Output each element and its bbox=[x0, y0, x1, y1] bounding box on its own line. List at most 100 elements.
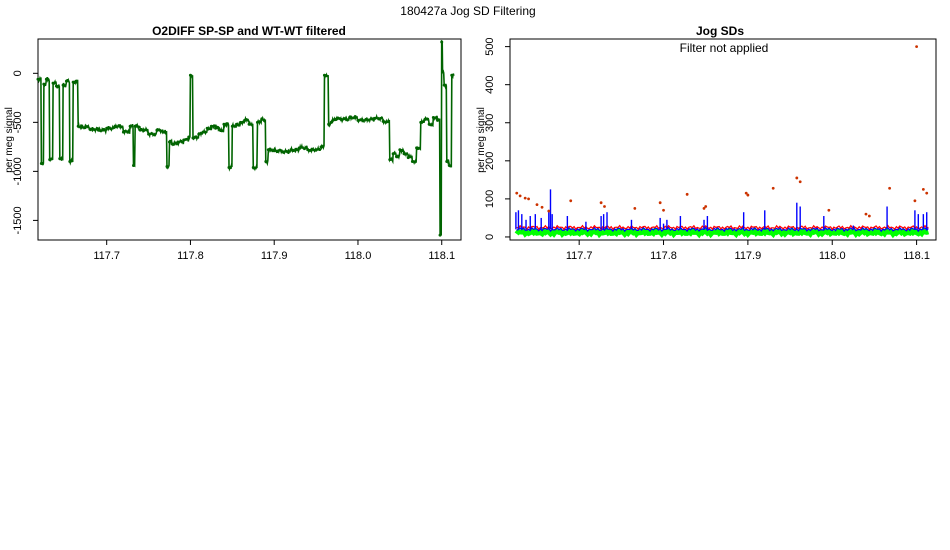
o2diff-point bbox=[191, 136, 195, 140]
right-y-tick-label: 400 bbox=[484, 76, 496, 94]
o2diff-point bbox=[319, 145, 323, 149]
jog-sd-outlier-point bbox=[827, 208, 831, 212]
o2diff-point bbox=[314, 148, 318, 152]
left-data-layer bbox=[36, 39, 455, 237]
jog-sd-outlier-point bbox=[599, 201, 603, 205]
o2diff-point bbox=[306, 148, 310, 152]
o2diff-point bbox=[289, 148, 293, 152]
figure-title: 180427a Jog SD Filtering bbox=[400, 4, 535, 18]
o2diff-point bbox=[431, 115, 435, 119]
o2diff-point bbox=[39, 162, 43, 166]
jog-sd-outlier-point bbox=[603, 205, 606, 208]
o2diff-point bbox=[436, 118, 440, 122]
right-annotation: Filter not applied bbox=[680, 41, 769, 55]
jog-sd-outlier-point bbox=[925, 191, 929, 195]
left-y-tick-label: -1000 bbox=[12, 157, 24, 185]
jog-sd-outlier-point bbox=[633, 207, 637, 210]
o2diff-point bbox=[131, 163, 135, 167]
right-y-tick-label: 200 bbox=[484, 152, 496, 170]
left-x-tick-label: 117.7 bbox=[93, 250, 120, 262]
o2diff-point bbox=[297, 146, 301, 150]
o2diff-point bbox=[58, 157, 62, 161]
jog-sd-outlier-point bbox=[515, 191, 519, 195]
o2diff-point bbox=[442, 83, 446, 87]
o2diff-point bbox=[423, 117, 427, 121]
right-y-axis-label: per meg signal bbox=[476, 107, 487, 173]
o2diff-point bbox=[406, 156, 410, 160]
o2diff-point bbox=[68, 160, 72, 164]
jog-sd-outlier-point bbox=[518, 194, 522, 198]
left-panel: O2DIFF SP-SP and WT-WT filtered per meg … bbox=[4, 24, 462, 262]
left-x-tick-label: 118.1 bbox=[428, 250, 455, 262]
o2diff-point bbox=[76, 124, 80, 128]
o2diff-point bbox=[398, 148, 402, 152]
o2diff-point bbox=[427, 122, 431, 126]
right-y-tick-label: 500 bbox=[484, 37, 496, 55]
o2diff-point bbox=[176, 140, 180, 144]
o2diff-point bbox=[88, 127, 92, 131]
o2diff-point bbox=[335, 116, 339, 120]
o2diff-point bbox=[410, 160, 414, 164]
o2diff-point bbox=[96, 128, 100, 132]
left-x-tick-label: 117.9 bbox=[261, 250, 288, 262]
left-y-axis-label: per meg signal bbox=[4, 107, 15, 173]
o2diff-point bbox=[415, 146, 419, 150]
o2diff-point bbox=[51, 81, 55, 85]
jog-baseline-series bbox=[514, 226, 930, 239]
o2diff-point bbox=[331, 118, 335, 122]
o2diff-point bbox=[147, 132, 151, 136]
o2diff-point bbox=[170, 142, 174, 146]
jog-sd-outlier-point bbox=[540, 205, 544, 209]
o2diff-point bbox=[266, 148, 270, 152]
o2diff-point bbox=[155, 128, 159, 132]
o2diff-point bbox=[329, 120, 333, 124]
o2diff-point bbox=[260, 117, 264, 121]
o2diff-point bbox=[441, 69, 445, 73]
o2diff-point bbox=[339, 117, 343, 121]
o2diff-point bbox=[227, 165, 231, 169]
right-y-tick-label: 100 bbox=[484, 190, 496, 208]
jog-sd-outlier-point bbox=[746, 193, 750, 197]
jog-sd-outlier-point bbox=[915, 45, 918, 49]
left-y-tick-label: -1500 bbox=[12, 206, 24, 234]
o2diff-point bbox=[255, 120, 259, 124]
o2diff-point bbox=[54, 84, 58, 88]
right-x-tick-label: 118.1 bbox=[903, 250, 930, 262]
jog-sd-outlier-point bbox=[547, 209, 551, 213]
jog-sd-outlier-point bbox=[888, 186, 892, 190]
o2diff-point bbox=[138, 128, 142, 132]
o2diff-point bbox=[182, 138, 186, 142]
right-x-tick-label: 117.7 bbox=[566, 250, 593, 262]
left-axes: 117.7 117.8 117.9 118.0 118.1 0 -500 -1000 -1500 bbox=[12, 70, 455, 262]
jog-sd-outlier-point bbox=[704, 205, 708, 208]
o2diff-point bbox=[281, 150, 285, 154]
o2diff-point bbox=[71, 80, 75, 84]
o2diff-point bbox=[165, 164, 169, 168]
o2diff-point bbox=[262, 118, 266, 122]
o2diff-point bbox=[187, 135, 191, 139]
o2diff-point bbox=[272, 149, 276, 153]
left-y-tick-label: -500 bbox=[12, 111, 24, 133]
jog-sd-outlier-point bbox=[867, 214, 871, 218]
o2diff-point bbox=[247, 122, 251, 126]
jog-sd-outlier-point bbox=[798, 180, 802, 184]
o2diff-series-line bbox=[37, 39, 455, 237]
o2diff-point bbox=[105, 126, 109, 130]
o2diff-point bbox=[230, 124, 234, 128]
jog-sd-outlier-point bbox=[921, 187, 925, 191]
o2diff-point bbox=[205, 126, 209, 130]
o2diff-point bbox=[209, 124, 213, 128]
o2diff-point bbox=[327, 122, 331, 126]
jog-sd-outlier-point bbox=[662, 208, 665, 212]
o2diff-point bbox=[197, 132, 201, 136]
o2diff-point bbox=[322, 73, 326, 77]
o2diff-point bbox=[373, 116, 377, 120]
o2diff-point bbox=[264, 160, 268, 164]
o2diff-point bbox=[447, 163, 451, 167]
o2diff-point bbox=[168, 140, 172, 144]
jog-sd-outlier-point bbox=[685, 192, 689, 196]
jog-sd-outlier-point bbox=[527, 197, 530, 201]
jog-sd-outlier-point bbox=[744, 191, 748, 195]
jog-sd-outlier-point bbox=[771, 186, 775, 190]
